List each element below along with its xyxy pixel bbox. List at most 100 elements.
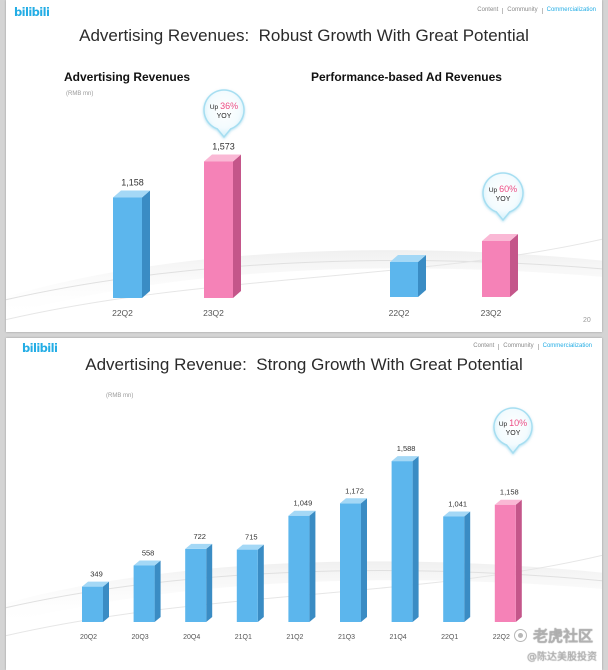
nav-divider [498,343,500,350]
x-tick-label-23q2: 23Q2 [203,308,224,318]
x-tick-label-20q3: 20Q3 [132,634,149,641]
yoy-callout: Up 60% YOY [482,172,524,222]
callout-value: 10% [509,418,527,428]
bar-side-face [510,234,518,297]
section-nav: Content Community Commercialization [477,7,596,14]
slide-advertising-revenue-strong-growth: bilibili Content Community Commercializa… [6,338,602,670]
bar-side-face [464,511,471,622]
chart-title-advertising-revenues: Advertising Revenues [64,70,191,84]
bar-front-face [185,548,207,622]
callout-change: Up 60% [489,184,517,194]
value-label-20q4: 722 [193,532,206,541]
yoy-callout: Up 10% YOY [493,407,533,455]
bar-23q2 [204,154,241,298]
callout-prefix: Up [210,104,219,111]
callout-suffix: YOY [217,113,232,120]
watermark-brand: 老虎社区 [533,627,594,645]
bar-top-face [113,190,150,198]
callout-bubble [203,89,245,139]
bilibili-logo: bilibili [22,341,58,355]
slide-2-charts: 349 20Q2 558 20Q3 722 20Q4 715 21Q1 1,049 21Q2 1,1… [80,407,533,641]
bar-front-face [133,565,155,622]
callout-change: Up 10% [499,418,527,428]
bar-21q4 [391,456,419,622]
quarterly-advertising-revenue-bar-chart: 349 20Q2 558 20Q3 722 20Q4 715 21Q1 1,049 21Q2 1,1… [80,407,533,641]
bar-top-face [482,234,518,241]
bar-21q3 [340,498,367,622]
bar-22q2 [390,255,426,297]
performance-based-ad-revenues-bar-chart: 22Q2 23Q2 Up 60% YOY [389,172,524,318]
bar-22q2 [494,499,522,622]
section-nav: Content Community Commercialization [473,343,592,350]
value-label-20q2: 349 [90,570,103,579]
bar-side-face [418,255,426,297]
page-number: 20 [583,317,591,324]
nav-divider [537,343,539,350]
callout-bubble [493,407,533,455]
bar-front-face [204,161,233,298]
callout-bubble [482,172,524,222]
bar-21q2 [288,510,316,622]
nav-divider [502,7,504,14]
bar-23q2 [482,234,518,297]
slide-title: Advertising Revenues: Robust Growth With… [79,26,529,45]
bar-top-face [288,510,316,516]
bar-front-face [340,503,361,622]
slide-title: Advertising Revenue: Strong Growth With … [85,355,523,374]
x-tick-label-22q1: 22Q1 [441,634,458,641]
x-tick-label-21q2: 21Q2 [286,634,303,641]
bar-front-face [236,549,258,622]
callout-suffix: YOY [506,430,521,437]
bar-front-face [482,241,510,297]
bar-top-face [443,511,471,517]
bar-side-face [206,543,213,622]
bar-20q4 [185,543,213,622]
x-tick-label-21q3: 21Q3 [338,634,355,641]
swoosh-line [6,260,602,301]
bar-top-face [494,499,522,505]
value-label-21q2: 1,049 [294,499,313,508]
bilibili-logo: bilibili [14,5,50,19]
bar-side-face [154,560,161,622]
nav-divider [541,7,543,14]
bar-20q3 [133,560,161,622]
bar-front-face [443,516,465,622]
value-label-22q2: 1,158 [121,178,144,188]
x-tick-label-21q4: 21Q4 [390,634,407,641]
x-tick-label-20q2: 20Q2 [80,634,97,641]
bar-22q1 [443,511,471,622]
callout-value: 60% [499,184,517,194]
x-tick-label-22q2: 22Q2 [389,308,410,318]
nav-community: Community [503,343,534,349]
bar-top-face [133,560,161,566]
bar-top-face [391,456,419,462]
value-label-21q4: 1,588 [397,444,416,453]
bar-21q1 [236,544,264,622]
tiger-logo-icon [514,629,527,642]
bar-side-face [103,581,109,622]
bar-side-face [515,499,522,622]
swoosh-line [6,238,602,321]
bar-20q2 [82,581,109,622]
bar-front-face [288,515,310,622]
callout-prefix: Up [499,421,508,428]
bar-top-face [204,154,241,162]
x-tick-label-20q4: 20Q4 [183,634,200,641]
x-tick-label-23q2: 23Q2 [481,308,502,318]
chart-unit: (RMB mn) [66,91,94,97]
bar-side-face [257,544,264,622]
chart-unit: (RMB mn) [106,393,134,399]
nav-content: Content [473,343,495,349]
value-label-20q3: 558 [142,549,155,558]
bar-22q2 [113,190,150,298]
bar-side-face [309,510,316,622]
watermark-handle: @陈达美股投资 [527,652,597,663]
value-label-23q2: 1,573 [212,142,235,152]
callout-change: Up 36% [210,101,238,111]
value-label-21q1: 715 [245,533,258,542]
x-tick-label-22q2: 22Q2 [112,308,133,318]
callout-value: 36% [220,101,238,111]
value-label-22q2: 1,158 [500,488,519,497]
nav-commercialization: Commercialization [546,7,596,13]
